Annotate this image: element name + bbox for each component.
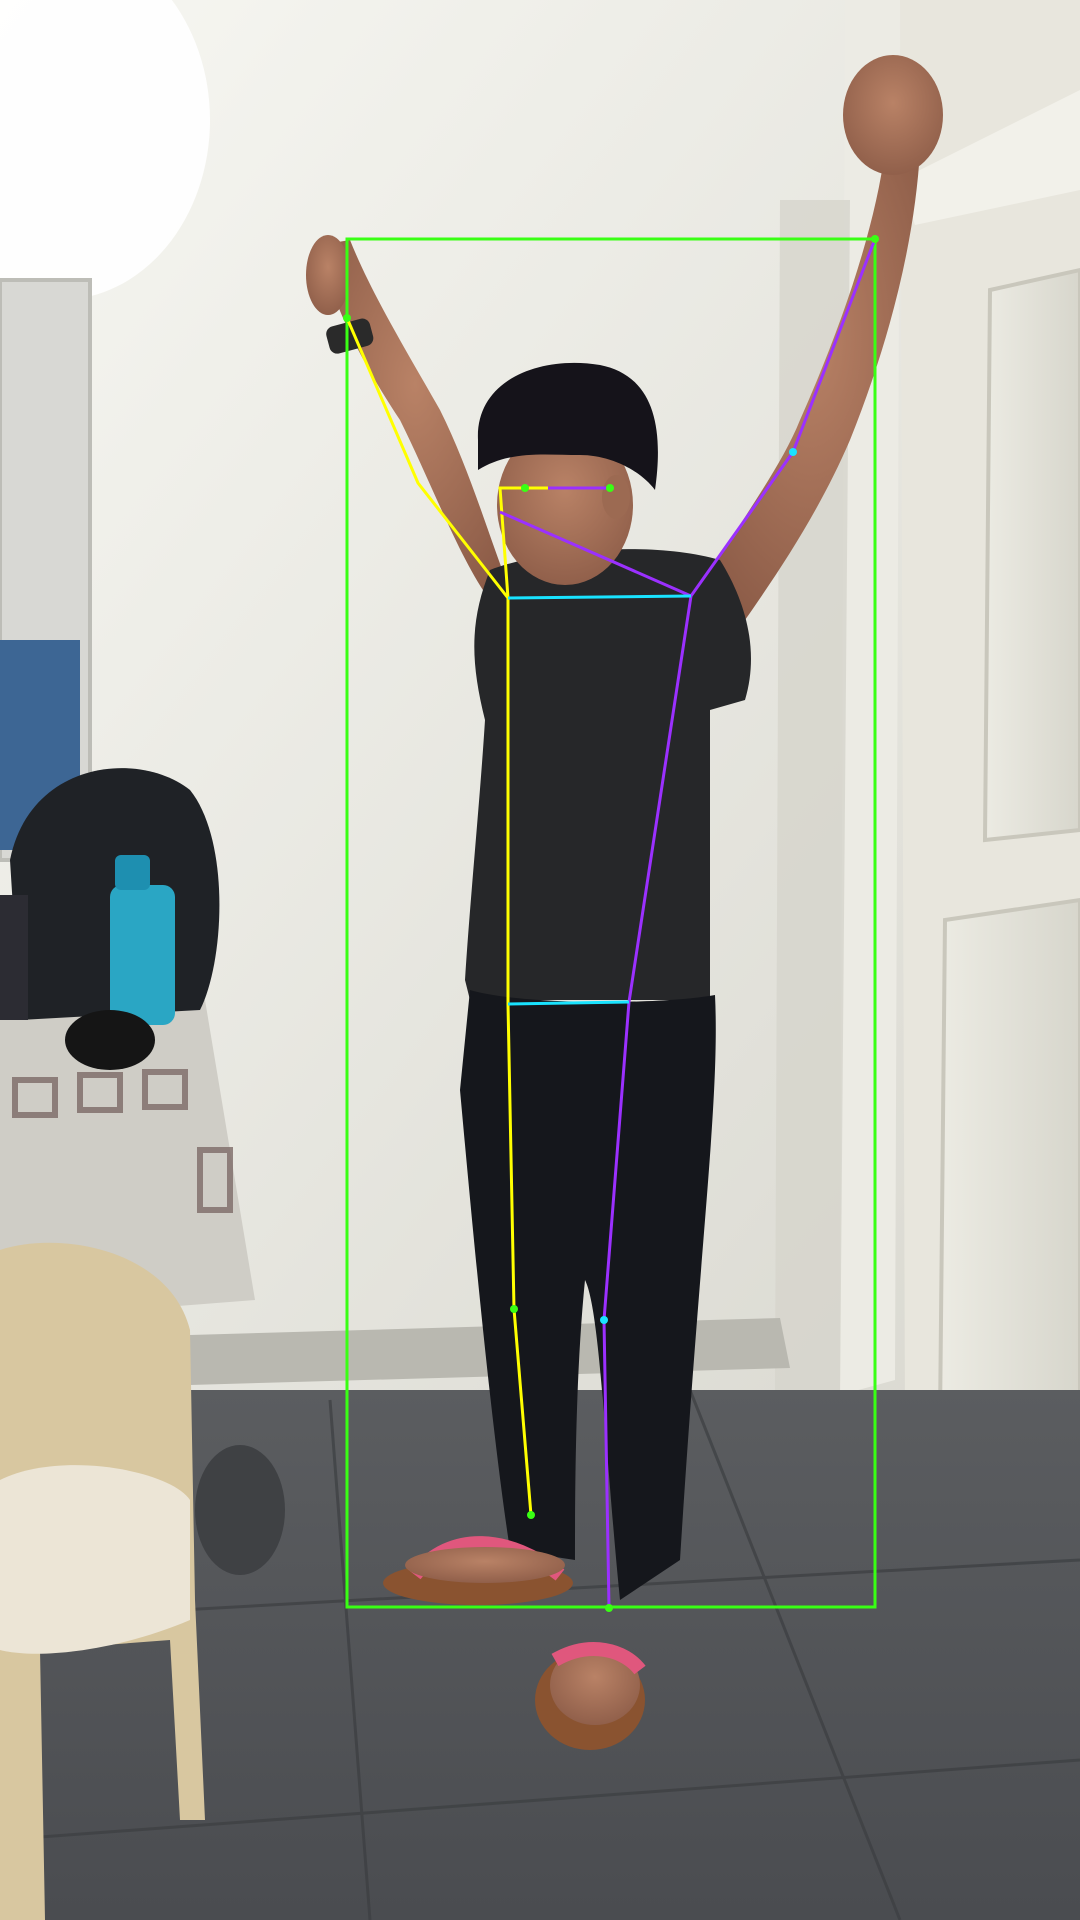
wristband [326, 318, 374, 354]
table-cloth [0, 1000, 255, 1320]
joint-left-knee [510, 1305, 518, 1313]
joint-left-eye [521, 484, 529, 492]
floor-slipper [195, 1445, 285, 1575]
left-foot [405, 1547, 565, 1583]
headphones [65, 1010, 155, 1070]
door-panel-lower [937, 897, 1080, 1543]
light-glare [0, 0, 210, 300]
right-slipper-strap [551, 1642, 646, 1675]
hip-link [507, 1000, 630, 1006]
joint-left-ankle [527, 1511, 535, 1519]
pose-overlay [343, 235, 879, 1612]
bottle-cap [115, 855, 150, 890]
joint-left-wrist [343, 314, 351, 322]
right-face-limb [499, 510, 692, 598]
door-top-ledge [900, 90, 1080, 225]
chair-seat [0, 1465, 190, 1654]
joint-right-ankle [605, 1604, 613, 1612]
joints [343, 235, 879, 1612]
left-arm-limb [345, 317, 510, 599]
joint-right-wrist [871, 235, 879, 243]
water-bottle [110, 885, 175, 1025]
ear [602, 475, 630, 519]
right-torso-limb [627, 595, 693, 1003]
door-panel-upper [982, 267, 1080, 843]
laptop [0, 895, 28, 1020]
left-face-limb [498, 486, 548, 599]
face [497, 425, 633, 585]
left-fist [306, 235, 350, 315]
joint-right-ear [606, 484, 614, 492]
joint-right-knee [600, 1316, 608, 1324]
cross-links [507, 594, 692, 1006]
right-fist [843, 55, 943, 175]
shoulder-link [507, 594, 692, 600]
right-foot [550, 1645, 640, 1725]
table-pattern [12, 1069, 233, 1213]
joint-right-elbow [789, 448, 797, 456]
hair [477, 362, 658, 490]
